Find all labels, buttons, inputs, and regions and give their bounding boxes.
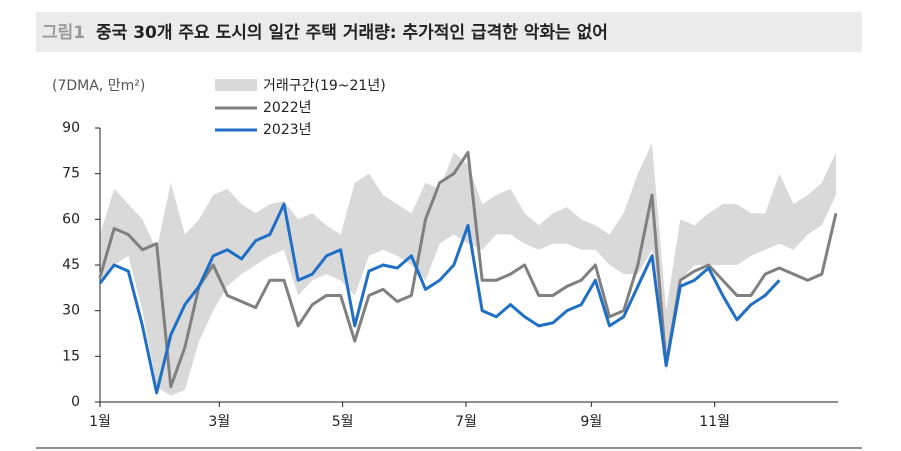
chart-title: 중국 30개 주요 도시의 일간 주택 거래량: 추가적인 급격한 악화는 없어 [96, 23, 608, 43]
x-tick-label: 3월 [208, 414, 230, 430]
legend-label: 2022년 [263, 100, 312, 116]
figure-label: 그림1 [42, 23, 85, 43]
y-tick-label: 90 [62, 120, 80, 136]
legend-label: 2023년 [263, 122, 312, 138]
title-bar [36, 12, 862, 52]
legend-label: 거래구간(19~21년) [263, 78, 386, 94]
y-tick-label: 45 [62, 257, 80, 273]
x-tick-label: 5월 [332, 414, 354, 430]
line-series [98, 202, 781, 395]
y-tick-label: 75 [62, 166, 80, 182]
x-tick-label: 7월 [455, 414, 477, 430]
legend-swatch [215, 79, 257, 91]
y-axis-label: (7DMA, 만m²) [52, 78, 145, 94]
x-tick-label: 9월 [580, 414, 602, 430]
y-tick-label: 60 [62, 211, 80, 227]
x-tick-label: 1월 [89, 414, 111, 430]
y-tick-label: 30 [62, 303, 80, 319]
y-tick-label: 0 [71, 394, 80, 410]
x-tick-label: 11월 [699, 414, 730, 430]
line-series [98, 150, 838, 389]
y-tick-label: 15 [62, 348, 80, 364]
